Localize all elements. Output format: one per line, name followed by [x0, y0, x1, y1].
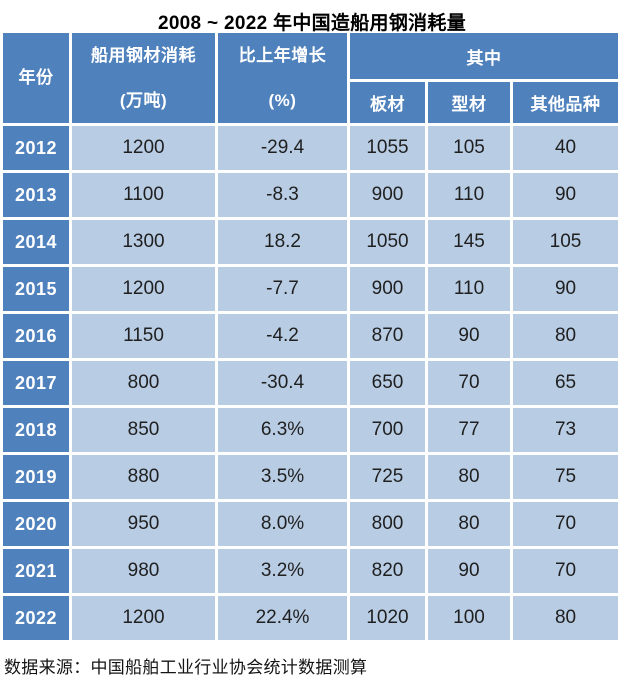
profile-cell: 110: [428, 267, 510, 311]
plate-cell: 1020: [350, 596, 425, 640]
other-cell: 90: [513, 173, 619, 217]
header-growth: 比上年增长 (%): [218, 33, 347, 123]
plate-cell: 800: [350, 502, 425, 546]
header-consumption-unit: (万吨): [119, 91, 168, 110]
other-cell: 105: [513, 220, 619, 264]
profile-cell: 105: [428, 126, 510, 170]
table-row: 2019 880 3.5% 725 80 75: [3, 455, 619, 499]
consumption-cell: 950: [72, 502, 215, 546]
year-cell: 2021: [3, 549, 69, 593]
year-cell: 2019: [3, 455, 69, 499]
year-cell: 2015: [3, 267, 69, 311]
consumption-cell: 1100: [72, 173, 215, 217]
year-cell: 2020: [3, 502, 69, 546]
plate-cell: 900: [350, 173, 425, 217]
steel-consumption-table: 年份 船用钢材消耗 (万吨) 比上年增长 (%) 其中 板材 型材 其他品种 2…: [0, 30, 622, 643]
year-cell: 2012: [3, 126, 69, 170]
table-row: 2013 1100 -8.3 900 110 90: [3, 173, 619, 217]
other-cell: 80: [513, 314, 619, 358]
table-row: 2016 1150 -4.2 870 90 80: [3, 314, 619, 358]
profile-cell: 110: [428, 173, 510, 217]
profile-cell: 80: [428, 502, 510, 546]
plate-cell: 725: [350, 455, 425, 499]
profile-cell: 90: [428, 314, 510, 358]
consumption-cell: 880: [72, 455, 215, 499]
profile-cell: 80: [428, 455, 510, 499]
chart-title: 2008 ~ 2022 年中国造船用钢消耗量: [157, 13, 467, 34]
table-row: 2018 850 6.3% 700 77 73: [3, 408, 619, 452]
growth-cell: -7.7: [218, 267, 347, 311]
plate-cell: 700: [350, 408, 425, 452]
table-row: 2012 1200 -29.4 1055 105 40: [3, 126, 619, 170]
plate-cell: 870: [350, 314, 425, 358]
header-other: 其他品种: [513, 82, 619, 123]
growth-cell: 3.5%: [218, 455, 347, 499]
plate-cell: 650: [350, 361, 425, 405]
growth-cell: -8.3: [218, 173, 347, 217]
consumption-cell: 1300: [72, 220, 215, 264]
growth-cell: 18.2: [218, 220, 347, 264]
other-cell: 70: [513, 502, 619, 546]
other-cell: 90: [513, 267, 619, 311]
table-row: 2022 1200 22.4% 1020 100 80: [3, 596, 619, 640]
other-cell: 70: [513, 549, 619, 593]
table-row: 2021 980 3.2% 820 90 70: [3, 549, 619, 593]
header-among-group: 其中: [350, 33, 619, 79]
plate-cell: 820: [350, 549, 425, 593]
header-row-top: 年份 船用钢材消耗 (万吨) 比上年增长 (%) 其中: [3, 33, 619, 123]
year-cell: 2018: [3, 408, 69, 452]
consumption-cell: 1200: [72, 596, 215, 640]
other-cell: 80: [513, 596, 619, 640]
growth-cell: 8.0%: [218, 502, 347, 546]
year-cell: 2016: [3, 314, 69, 358]
table-row: 2020 950 8.0% 800 80 70: [3, 502, 619, 546]
table-header: 年份 船用钢材消耗 (万吨) 比上年增长 (%) 其中 板材 型材 其他品种: [3, 33, 619, 123]
header-consumption: 船用钢材消耗 (万吨): [72, 33, 215, 123]
year-cell: 2022: [3, 596, 69, 640]
growth-cell: 22.4%: [218, 596, 347, 640]
plate-cell: 1050: [350, 220, 425, 264]
consumption-cell: 850: [72, 408, 215, 452]
year-cell: 2017: [3, 361, 69, 405]
table-row: 2014 1300 18.2 1050 145 105: [3, 220, 619, 264]
consumption-cell: 800: [72, 361, 215, 405]
other-cell: 75: [513, 455, 619, 499]
consumption-cell: 980: [72, 549, 215, 593]
profile-cell: 100: [428, 596, 510, 640]
header-year: 年份: [3, 33, 69, 123]
header-profile: 型材: [428, 82, 510, 123]
profile-cell: 77: [428, 408, 510, 452]
data-source-note: 数据来源：中国船舶工业行业协会统计数据测算: [4, 658, 368, 677]
header-year-label: 年份: [18, 68, 54, 87]
consumption-cell: 1150: [72, 314, 215, 358]
table-row: 2017 800 -30.4 650 70 65: [3, 361, 619, 405]
year-cell: 2013: [3, 173, 69, 217]
header-consumption-line1: 船用钢材消耗: [91, 46, 196, 65]
other-cell: 73: [513, 408, 619, 452]
plate-cell: 900: [350, 267, 425, 311]
year-cell: 2014: [3, 220, 69, 264]
consumption-cell: 1200: [72, 267, 215, 311]
header-growth-unit: (%): [268, 91, 297, 110]
consumption-cell: 1200: [72, 126, 215, 170]
header-plate: 板材: [350, 82, 425, 123]
profile-cell: 70: [428, 361, 510, 405]
table-row: 2015 1200 -7.7 900 110 90: [3, 267, 619, 311]
growth-cell: 3.2%: [218, 549, 347, 593]
growth-cell: -30.4: [218, 361, 347, 405]
profile-cell: 145: [428, 220, 510, 264]
table-body: 2012 1200 -29.4 1055 105 40 2013 1100 -8.3 900 110…: [3, 126, 619, 640]
profile-cell: 90: [428, 549, 510, 593]
growth-cell: 6.3%: [218, 408, 347, 452]
growth-cell: -4.2: [218, 314, 347, 358]
other-cell: 65: [513, 361, 619, 405]
other-cell: 40: [513, 126, 619, 170]
growth-cell: -29.4: [218, 126, 347, 170]
plate-cell: 1055: [350, 126, 425, 170]
header-row-sub: 板材 型材 其他品种: [3, 82, 619, 123]
header-growth-line1: 比上年增长: [238, 46, 327, 65]
